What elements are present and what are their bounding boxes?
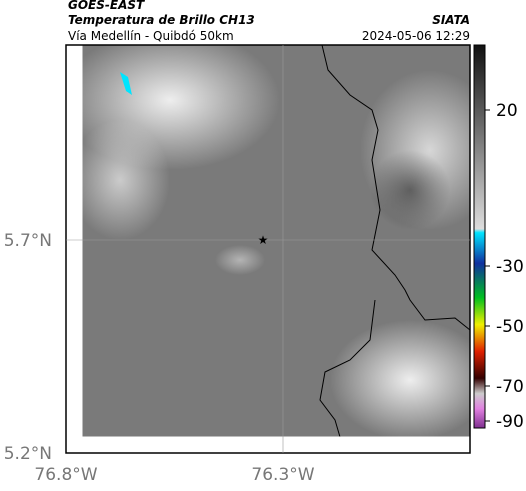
colorbar-label: -70	[496, 377, 524, 397]
satellite-image	[82, 45, 470, 437]
lat-label: 5.7°N	[4, 231, 52, 251]
satellite: GOES-EAST	[68, 0, 145, 12]
colorbar-label: -30	[496, 257, 524, 277]
lat-label: 5.2°N	[4, 444, 52, 464]
datetime: 2024-05-06 12:29	[362, 29, 470, 43]
source: SIATA	[432, 13, 470, 27]
colorbar-label: 20	[496, 101, 518, 121]
title: Temperatura de Brillo CH13	[68, 13, 255, 27]
colorbar	[473, 44, 486, 429]
city-marker: ★	[258, 233, 269, 247]
colorbar-label: -50	[496, 317, 524, 337]
lon-label: 76.3°W	[251, 465, 314, 485]
map-frame	[65, 44, 471, 454]
lon-label: 76.8°W	[34, 465, 97, 485]
colorbar-label: -90	[496, 412, 524, 432]
subtitle: Vía Medellín - Quibdó 50km	[68, 29, 234, 43]
